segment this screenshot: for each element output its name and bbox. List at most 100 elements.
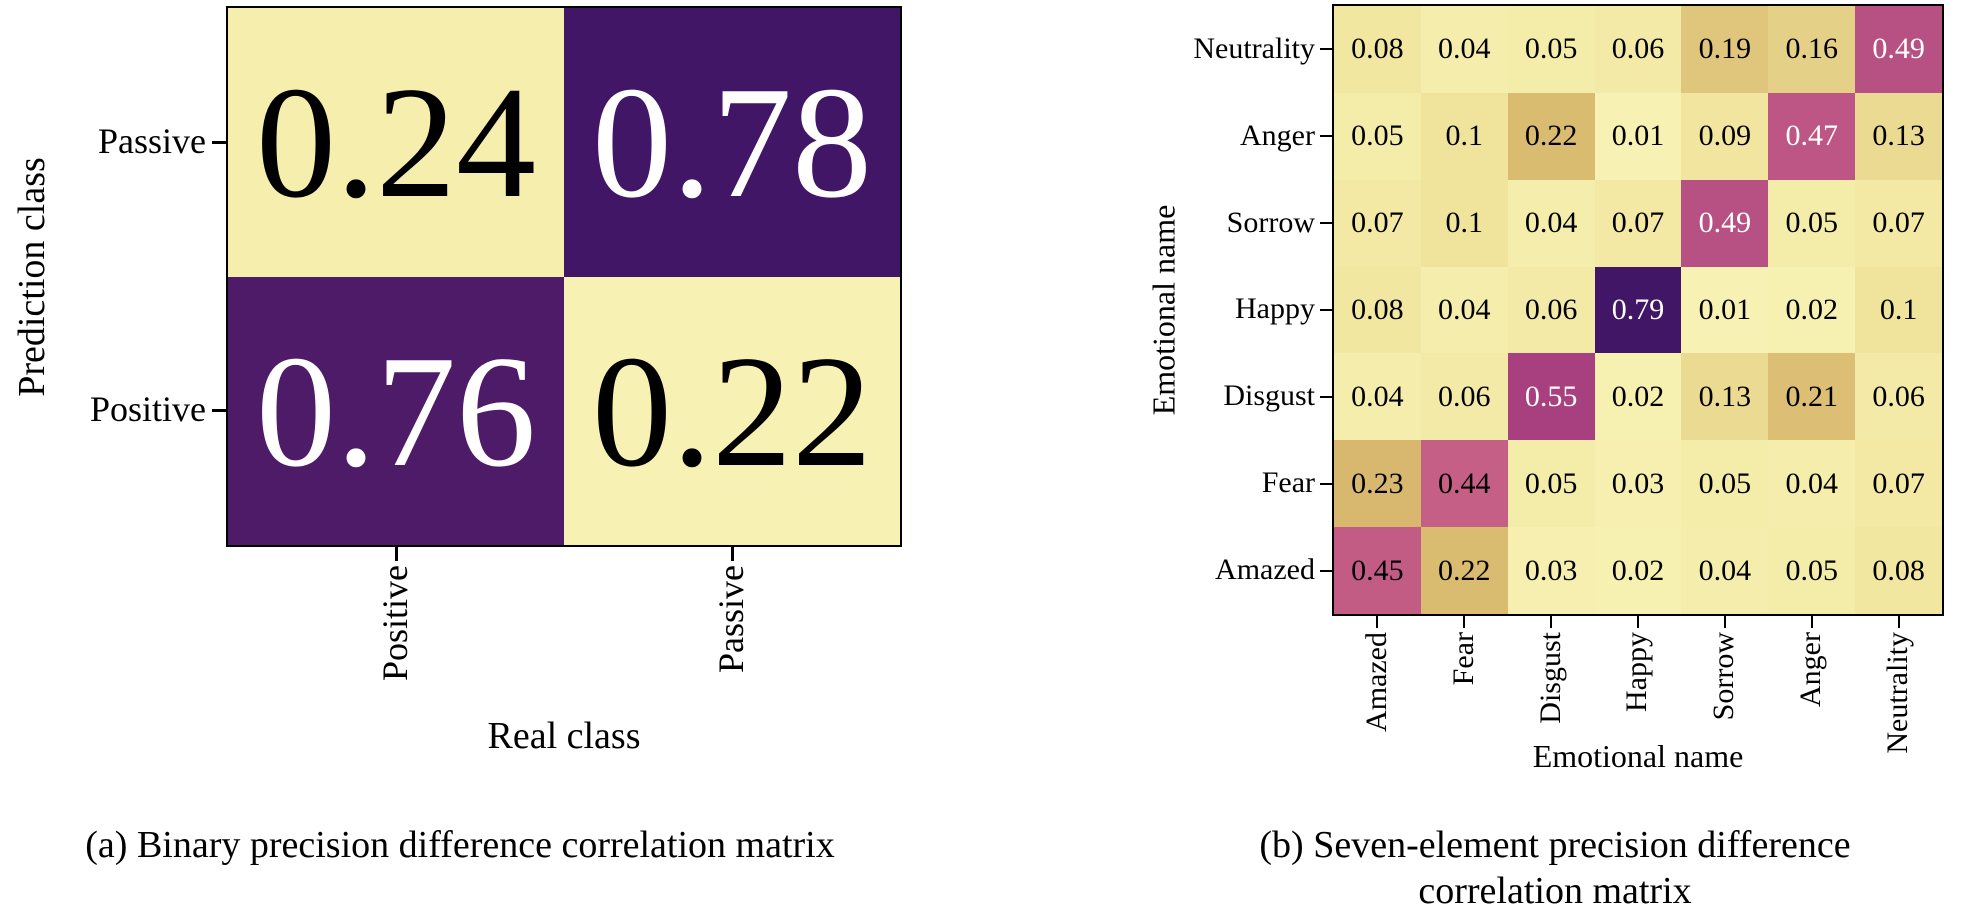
y-axis-tick-label: Sorrow bbox=[1226, 205, 1315, 239]
heatmap-cell: 0.08 bbox=[1334, 266, 1421, 354]
panel-a-y-axis-label: Prediction class bbox=[11, 157, 53, 397]
heatmap-cell: 0.13 bbox=[1855, 92, 1942, 180]
heatmap-cell: 0.49 bbox=[1855, 6, 1942, 93]
heatmap-cell: 0.78 bbox=[564, 8, 900, 277]
heatmap-cell: 0.22 bbox=[1420, 527, 1508, 614]
y-axis-tick-label: Anger bbox=[1240, 118, 1315, 152]
heatmap-cell: 0.49 bbox=[1681, 179, 1769, 267]
heatmap-cell: 0.04 bbox=[1334, 353, 1421, 441]
panel-a-x-axis-label: Real class bbox=[487, 715, 641, 757]
y-axis-tick-label: Positive bbox=[89, 389, 206, 430]
y-axis-tick-mark bbox=[212, 409, 226, 413]
heatmap-cell: 0.08 bbox=[1855, 527, 1942, 614]
x-axis-tick-label: Positive bbox=[374, 565, 415, 682]
heatmap-cell: 0.04 bbox=[1420, 266, 1508, 354]
y-axis-tick-label: Disgust bbox=[1223, 379, 1315, 413]
x-axis-tick-mark bbox=[1376, 616, 1379, 628]
heatmap-cell: 0.47 bbox=[1768, 92, 1856, 180]
heatmap-cell: 0.07 bbox=[1855, 179, 1942, 267]
y-axis-tick-label: Fear bbox=[1261, 466, 1315, 500]
heatmap-cell: 0.05 bbox=[1768, 527, 1856, 614]
heatmap-cell: 0.16 bbox=[1768, 6, 1856, 93]
heatmap-cell: 0.44 bbox=[1420, 440, 1508, 528]
y-axis-tick-mark bbox=[1320, 482, 1332, 485]
x-axis-tick-label: Fear bbox=[1446, 632, 1480, 686]
x-axis-tick-label: Amazed bbox=[1359, 632, 1393, 732]
heatmap-cell: 0.24 bbox=[228, 8, 564, 277]
heatmap-cell: 0.1 bbox=[1855, 266, 1942, 354]
heatmap-cell: 0.04 bbox=[1681, 527, 1769, 614]
heatmap-cell: 0.06 bbox=[1420, 353, 1508, 441]
heatmap-cell: 0.22 bbox=[1507, 92, 1595, 180]
caption-a: (a) Binary precision difference correlat… bbox=[20, 822, 900, 868]
x-axis-tick-label: Sorrow bbox=[1707, 632, 1741, 721]
x-axis-tick-label: Happy bbox=[1620, 632, 1654, 712]
heatmap-cell: 0.06 bbox=[1855, 353, 1942, 441]
x-axis-tick-mark bbox=[1463, 616, 1466, 628]
heatmap-cell: 0.01 bbox=[1681, 266, 1769, 354]
heatmap-cell: 0.02 bbox=[1768, 266, 1856, 354]
heatmap-cell: 0.03 bbox=[1507, 527, 1595, 614]
x-axis-tick-mark bbox=[1637, 616, 1639, 628]
heatmap-cell: 0.13 bbox=[1681, 353, 1769, 441]
heatmap-cell: 0.08 bbox=[1334, 6, 1421, 93]
y-axis-tick-mark bbox=[1320, 222, 1332, 225]
y-axis-tick-label: Happy bbox=[1235, 292, 1315, 326]
heatmap-cell: 0.23 bbox=[1334, 440, 1421, 528]
heatmap-cell: 0.03 bbox=[1594, 440, 1682, 528]
heatmap-cell: 0.07 bbox=[1594, 179, 1682, 267]
heatmap-cell: 0.04 bbox=[1507, 179, 1595, 267]
y-axis-tick-mark bbox=[1320, 569, 1332, 572]
x-axis-tick-label: Passive bbox=[710, 565, 751, 673]
heatmap-cell: 0.09 bbox=[1681, 92, 1769, 180]
x-axis-tick-mark bbox=[1897, 616, 1900, 628]
heatmap-b: 0.08 0.04 0.05 0.06 0.19 0.16 0.49 0.05 0.1 0.22 0… bbox=[1332, 4, 1944, 616]
heatmap-cell: 0.06 bbox=[1594, 6, 1682, 93]
y-axis-tick-label: Neutrality bbox=[1193, 31, 1315, 65]
heatmap-cell: 0.45 bbox=[1334, 527, 1421, 614]
heatmap-cell: 0.21 bbox=[1768, 353, 1856, 441]
panel-b-x-axis-label: Emotional name bbox=[1532, 738, 1744, 774]
x-axis-tick-mark bbox=[730, 547, 734, 561]
x-axis-tick-mark bbox=[1723, 616, 1726, 628]
caption-b-line2: correlation matrix bbox=[1418, 870, 1692, 912]
x-axis-tick-label: Neutrality bbox=[1880, 632, 1914, 754]
heatmap-cell: 0.02 bbox=[1594, 527, 1682, 614]
heatmap-cell: 0.1 bbox=[1420, 92, 1508, 180]
heatmap-cell: 0.04 bbox=[1420, 6, 1508, 93]
y-axis-tick-mark bbox=[1320, 48, 1332, 51]
heatmap-cell: 0.79 bbox=[1594, 266, 1682, 354]
heatmap-cell: 0.05 bbox=[1334, 92, 1421, 180]
x-axis-tick-label: Disgust bbox=[1533, 632, 1567, 724]
y-axis-tick-label: Passive bbox=[98, 120, 206, 161]
caption-b: (b) Seven-element precision difference c… bbox=[1130, 822, 1968, 914]
x-axis-tick-mark bbox=[394, 547, 398, 561]
heatmap-cell: 0.1 bbox=[1420, 179, 1508, 267]
heatmap-cell: 0.07 bbox=[1855, 440, 1942, 528]
heatmap-cell: 0.06 bbox=[1507, 266, 1595, 354]
heatmap-cell: 0.07 bbox=[1334, 179, 1421, 267]
x-axis-tick-mark bbox=[1550, 616, 1553, 628]
heatmap-cell: 0.04 bbox=[1768, 440, 1856, 528]
heatmap-cell: 0.02 bbox=[1594, 353, 1682, 441]
y-axis-tick-mark bbox=[1320, 395, 1332, 398]
y-axis-tick-mark bbox=[1320, 309, 1332, 311]
heatmap-cell: 0.01 bbox=[1594, 92, 1682, 180]
y-axis-tick-mark bbox=[212, 140, 226, 144]
heatmap-a: 0.24 0.78 0.76 0.22 bbox=[226, 6, 902, 547]
heatmap-cell: 0.05 bbox=[1507, 6, 1595, 93]
caption-a-text: (a) Binary precision difference correlat… bbox=[85, 824, 835, 866]
heatmap-cell: 0.55 bbox=[1507, 353, 1595, 441]
heatmap-cell: 0.05 bbox=[1768, 179, 1856, 267]
heatmap-cell: 0.76 bbox=[228, 276, 564, 545]
panel-b-y-axis-label: Emotional name bbox=[1145, 204, 1182, 416]
x-axis-tick-label: Anger bbox=[1794, 632, 1828, 707]
heatmap-cell: 0.22 bbox=[564, 276, 900, 545]
x-axis-tick-mark bbox=[1810, 616, 1813, 628]
heatmap-cell: 0.05 bbox=[1681, 440, 1769, 528]
heatmap-cell: 0.05 bbox=[1507, 440, 1595, 528]
y-axis-tick-mark bbox=[1320, 135, 1332, 138]
y-axis-tick-label: Amazed bbox=[1215, 552, 1315, 586]
caption-b-line1: (b) Seven-element precision difference bbox=[1259, 824, 1851, 866]
